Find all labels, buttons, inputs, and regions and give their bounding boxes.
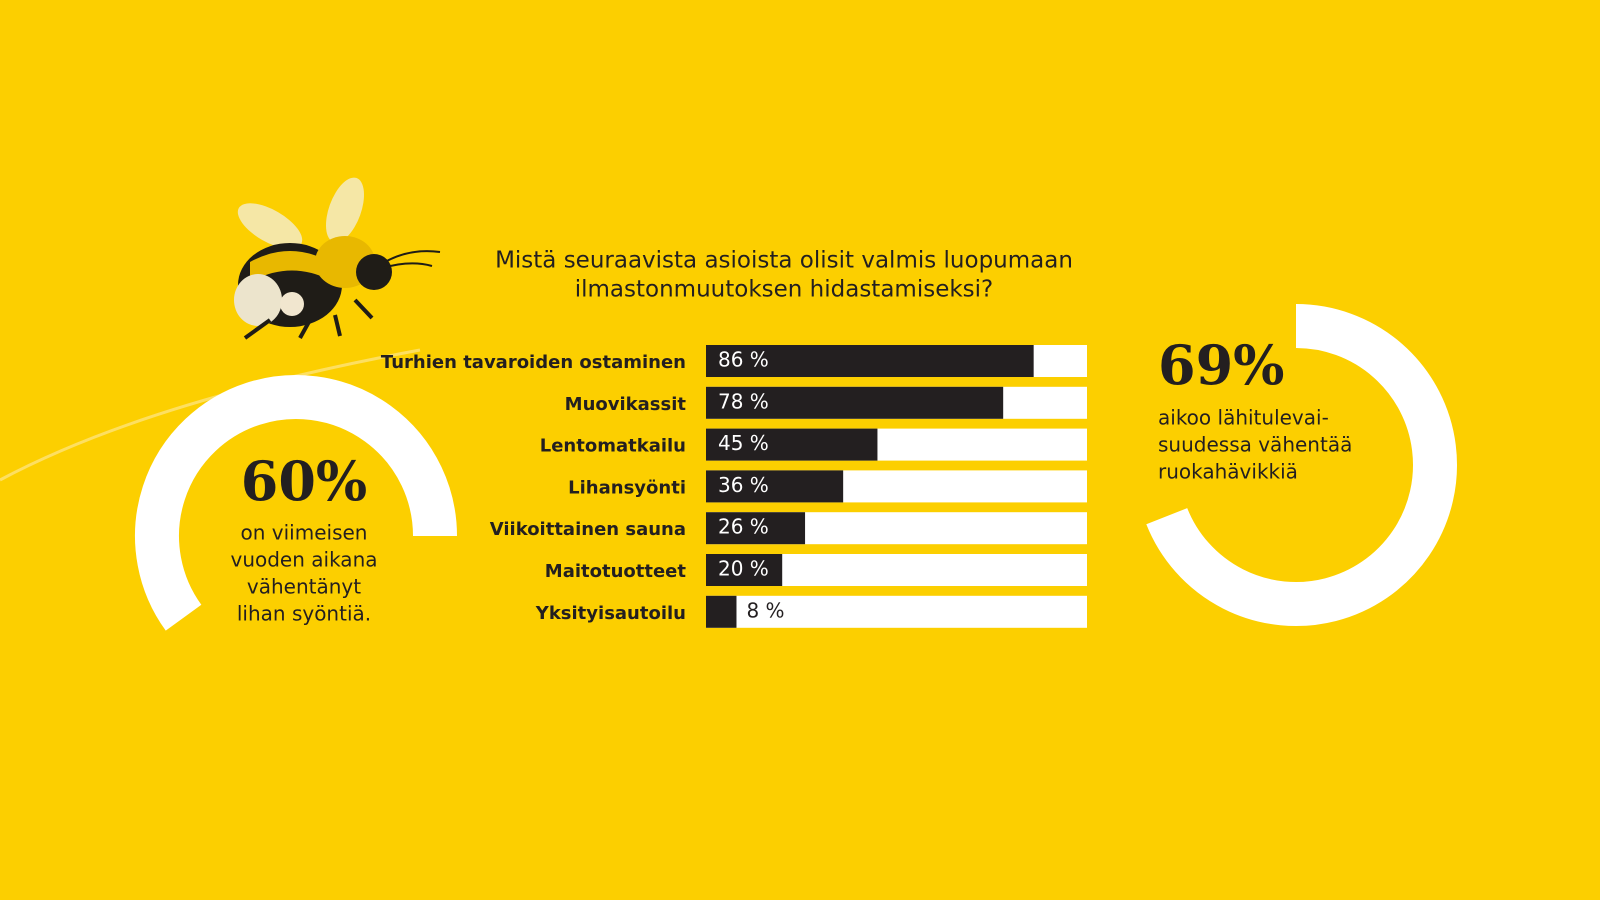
gauge-caption: ruokahävikkiä bbox=[1158, 460, 1298, 484]
bee-illustration bbox=[234, 177, 441, 340]
bar bbox=[706, 386, 1004, 419]
chart-title: ilmastonmuutoksen hidastamiseksi? bbox=[575, 277, 994, 303]
category-label: Viikoittainen sauna bbox=[490, 519, 686, 540]
value-label: 20 % bbox=[718, 557, 769, 581]
gauge-value: 60% bbox=[241, 449, 367, 513]
gauge-caption: vähentänyt bbox=[247, 575, 361, 599]
category-label: Turhien tavaroiden ostaminen bbox=[381, 352, 686, 373]
gauge-value: 69% bbox=[1158, 333, 1284, 397]
gauge-caption: vuoden aikana bbox=[230, 548, 377, 572]
bar bbox=[706, 345, 1034, 377]
value-label: 26 % bbox=[718, 515, 769, 539]
category-label: Muovikassit bbox=[565, 394, 687, 415]
bar bbox=[706, 470, 844, 503]
category-label: Yksityisautoilu bbox=[535, 603, 686, 624]
category-label: Lentomatkailu bbox=[540, 436, 686, 457]
value-label: 86 % bbox=[718, 348, 769, 372]
value-label: 78 % bbox=[718, 389, 769, 413]
value-label: 45 % bbox=[718, 431, 769, 455]
flight-trail bbox=[0, 348, 421, 482]
gauge-caption: lihan syöntiä. bbox=[237, 602, 371, 626]
value-label: 8 % bbox=[746, 598, 784, 622]
category-label: Lihansyönti bbox=[568, 477, 686, 498]
gauge-caption: aikoo lähitulevai- bbox=[1158, 406, 1329, 430]
bar bbox=[706, 595, 737, 628]
chart-title: Mistä seuraavista asioista olisit valmis… bbox=[495, 248, 1073, 274]
gauge-caption: on viimeisen bbox=[241, 521, 368, 545]
bar bbox=[706, 512, 806, 545]
value-label: 36 % bbox=[718, 473, 769, 497]
gauge-arc bbox=[135, 375, 457, 631]
gauge-caption: suudessa vähentää bbox=[1158, 433, 1352, 457]
bar-track bbox=[706, 595, 1087, 628]
bar bbox=[706, 428, 878, 461]
gauge-arc bbox=[1146, 304, 1457, 626]
category-label: Maitotuotteet bbox=[545, 561, 687, 582]
bar bbox=[706, 554, 783, 586]
